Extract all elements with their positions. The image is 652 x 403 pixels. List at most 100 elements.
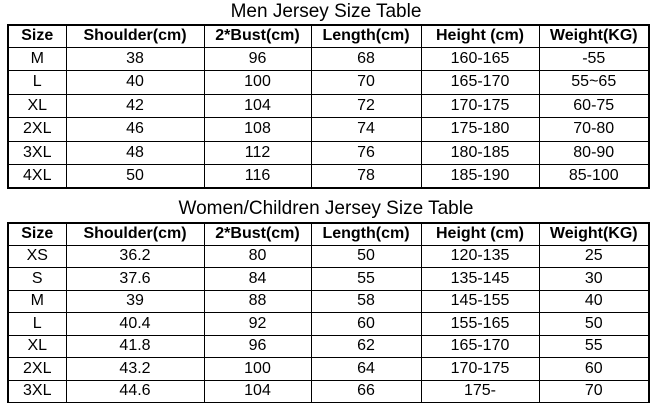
- table-row: 2XL 46 108 74 175-180 70-80: [7, 117, 650, 142]
- table-cell: 46: [65, 117, 205, 142]
- table-cell: 2XL: [7, 117, 67, 142]
- table-title: Men Jersey Size Table: [230, 1, 422, 22]
- table-cell: 60-75: [538, 93, 650, 118]
- header-cell: Size: [7, 222, 67, 246]
- table-cell: 74: [310, 117, 422, 142]
- table-cell: 50: [310, 244, 422, 268]
- table-cell: 84: [203, 267, 312, 291]
- table-row: L 40 100 70 165-170 55~65: [7, 70, 650, 95]
- table-cell: 30: [538, 267, 650, 291]
- header-cell: Length(cm): [310, 24, 422, 48]
- table-cell: 72: [310, 93, 422, 118]
- table-cell: 48: [65, 140, 205, 165]
- header-cell: 2*Bust(cm): [203, 222, 312, 246]
- table-cell: 96: [203, 46, 312, 71]
- header-cell: Height (cm): [420, 24, 540, 48]
- table-row: XL 41.8 96 62 165-170 55: [7, 334, 650, 358]
- table-row: XS 36.2 80 50 120-135 25: [7, 244, 650, 268]
- table-cell: 170-175: [420, 93, 540, 118]
- header-cell: Shoulder(cm): [65, 222, 205, 246]
- table-row: 4XL 50 116 78 185-190 85-100: [7, 164, 650, 189]
- table-cell: 39: [65, 289, 205, 313]
- header-cell: Weight(KG): [538, 222, 650, 246]
- header-cell: Height (cm): [420, 222, 540, 246]
- header-cell: 2*Bust(cm): [203, 24, 312, 48]
- table-row: S 37.6 84 55 135-145 30: [7, 267, 650, 291]
- table-cell: 58: [310, 289, 422, 313]
- table-cell: 60: [310, 312, 422, 336]
- table-cell: M: [7, 46, 67, 71]
- table-cell: 37.6: [65, 267, 205, 291]
- table-cell: 50: [538, 312, 650, 336]
- table-cell: 55~65: [538, 70, 650, 95]
- table-cell: 55: [538, 334, 650, 358]
- table-cell: 104: [203, 93, 312, 118]
- table-cell: 96: [203, 334, 312, 358]
- table-row: 2XL 43.2 100 64 170-175 60: [7, 357, 650, 381]
- table-cell: -55: [538, 46, 650, 71]
- table-cell: 40: [538, 289, 650, 313]
- table-cell: 175-180: [420, 117, 540, 142]
- table-cell: 116: [203, 164, 312, 189]
- table-cell: 25: [538, 244, 650, 268]
- table-cell: 80: [203, 244, 312, 268]
- table-cell: XL: [7, 93, 67, 118]
- table-cell: L: [7, 312, 67, 336]
- table-cell: 36.2: [65, 244, 205, 268]
- table-cell: 185-190: [420, 164, 540, 189]
- table-cell: 55: [310, 267, 422, 291]
- table-cell: 175-: [420, 379, 540, 403]
- table-cell: 70: [538, 379, 650, 403]
- table-cell: 38: [65, 46, 205, 71]
- table-cell: XS: [7, 244, 67, 268]
- header-row: Size Shoulder(cm) 2*Bust(cm) Length(cm) Heig…: [7, 24, 650, 48]
- table-cell: 112: [203, 140, 312, 165]
- table-row: XL 42 104 72 170-175 60-75: [7, 93, 650, 118]
- table-row: 3XL 48 112 76 180-185 80-90: [7, 140, 650, 165]
- header-cell: Length(cm): [310, 222, 422, 246]
- table-title: Women/Children Jersey Size Table: [178, 198, 474, 219]
- table-cell: 108: [203, 117, 312, 142]
- header-cell: Shoulder(cm): [65, 24, 205, 48]
- table-cell: 160-165: [420, 46, 540, 71]
- table-cell: 76: [310, 140, 422, 165]
- table-cell: 4XL: [7, 164, 67, 189]
- table-cell: 80-90: [538, 140, 650, 165]
- table-cell: 64: [310, 357, 422, 381]
- size-table: Size Shoulder(cm) 2*Bust(cm) Length(cm) Heig…: [7, 24, 650, 189]
- table-cell: 165-170: [420, 334, 540, 358]
- header-cell: Size: [7, 24, 67, 48]
- table-cell: 3XL: [7, 140, 67, 165]
- table-cell: 78: [310, 164, 422, 189]
- table-cell: 104: [203, 379, 312, 403]
- table-cell: L: [7, 70, 67, 95]
- table-cell: 70-80: [538, 117, 650, 142]
- table-cell: 41.8: [65, 334, 205, 358]
- table-cell: S: [7, 267, 67, 291]
- table-cell: 50: [65, 164, 205, 189]
- header-row: Size Shoulder(cm) 2*Bust(cm) Length(cm) Heig…: [7, 222, 650, 246]
- table-cell: 3XL: [7, 379, 67, 403]
- table-cell: 100: [203, 357, 312, 381]
- table-cell: 40.4: [65, 312, 205, 336]
- table-row: M 38 96 68 160-165 -55: [7, 46, 650, 71]
- table-cell: 66: [310, 379, 422, 403]
- table-row: M 39 88 58 145-155 40: [7, 289, 650, 313]
- table-cell: 100: [203, 70, 312, 95]
- table-cell: 68: [310, 46, 422, 71]
- table-cell: 70: [310, 70, 422, 95]
- table-cell: 145-155: [420, 289, 540, 313]
- table-cell: 42: [65, 93, 205, 118]
- table-cell: 135-145: [420, 267, 540, 291]
- table-cell: 2XL: [7, 357, 67, 381]
- table-row: L 40.4 92 60 155-165 50: [7, 312, 650, 336]
- table-cell: XL: [7, 334, 67, 358]
- table-cell: 120-135: [420, 244, 540, 268]
- table-cell: M: [7, 289, 67, 313]
- table-cell: 170-175: [420, 357, 540, 381]
- table-cell: 62: [310, 334, 422, 358]
- table-cell: 40: [65, 70, 205, 95]
- table-row: 3XL 44.6 104 66 175- 70: [7, 379, 650, 403]
- table-cell: 60: [538, 357, 650, 381]
